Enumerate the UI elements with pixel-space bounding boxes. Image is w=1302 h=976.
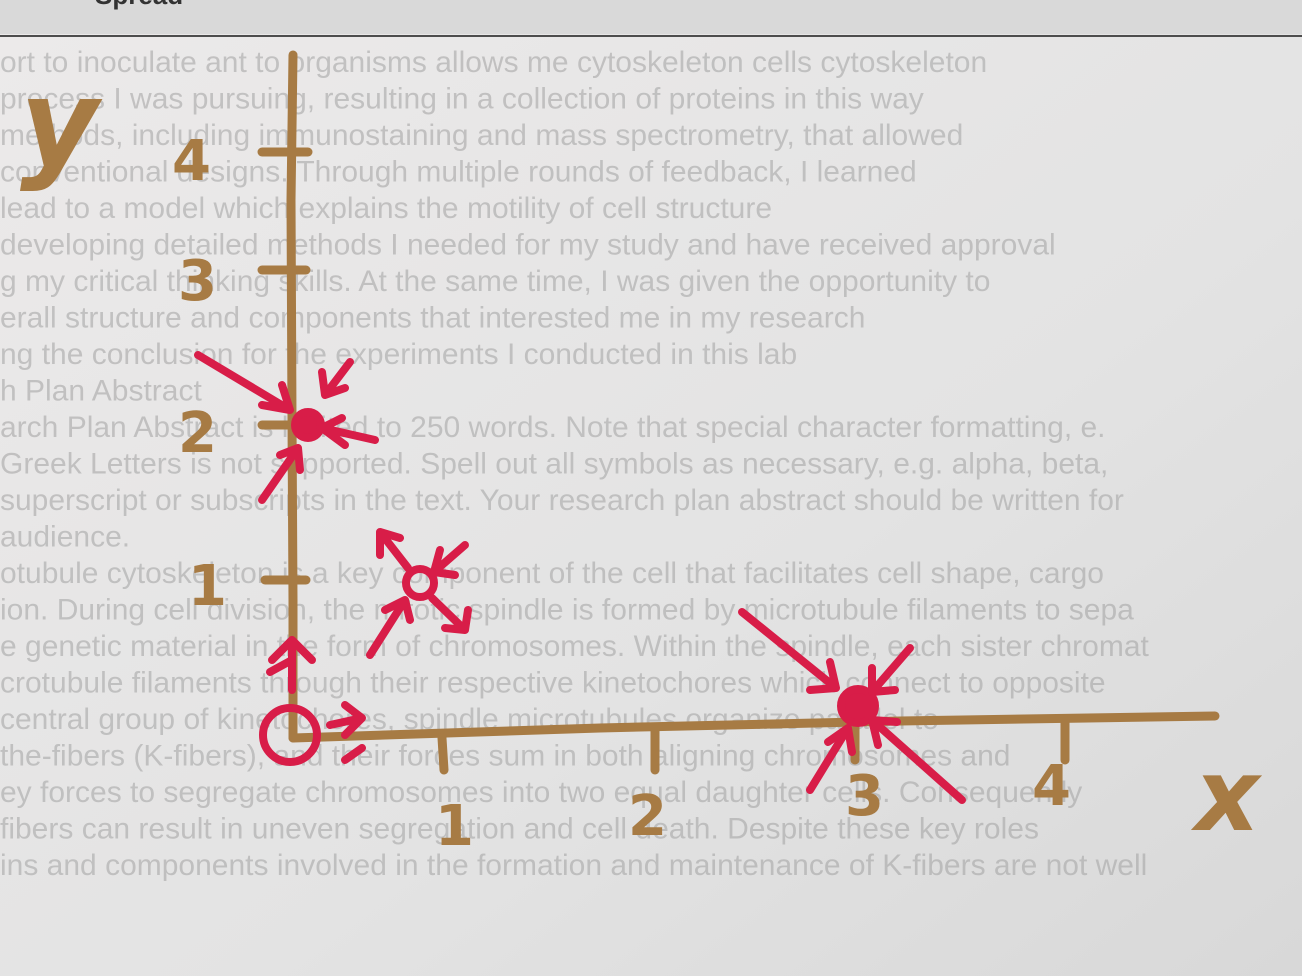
bleed-through-line: ion. During cell division, the mitotic s… <box>0 594 1134 627</box>
x-axis-label: x <box>1190 737 1263 854</box>
y-tick-label-2: 2 <box>178 401 217 466</box>
y-tick-label-3: 3 <box>178 249 217 314</box>
flow-arrows <box>194 351 966 804</box>
interior-point-group <box>366 528 472 659</box>
bleed-through-line: ins and components involved in the forma… <box>0 849 1147 882</box>
bleed-through-line: process I was pursuing, resulting in a c… <box>0 83 924 116</box>
arrow-from-lower-left <box>258 444 304 504</box>
arrow-from-upper-right <box>318 358 354 399</box>
bleed-through-line: ort to inoculate ant to organisms allows… <box>0 46 987 79</box>
x-axis-equilibrium-point <box>837 685 879 727</box>
x-point-arrow-from-lower-right <box>868 716 966 804</box>
x-axis-point-group <box>738 608 966 804</box>
x-point-arrow-from-upper-left <box>738 608 840 694</box>
interior-arrow-out-upper-left <box>376 528 412 572</box>
bleed-through-line: crotubule filaments through their respec… <box>0 667 1106 700</box>
bleed-through-line: otubule cytoskeleton is a key component … <box>0 557 1104 590</box>
bleed-through-line: lead to a model which explains the motil… <box>0 192 772 225</box>
x-axis-line <box>288 711 1220 743</box>
bleed-through-line: h Plan Abstract <box>0 375 202 408</box>
bleed-through-line: ey forces to segregate chromosomes into … <box>0 776 1082 809</box>
y-axis-point-group <box>194 351 379 504</box>
arrow-from-upper-left <box>194 351 294 414</box>
origin-right-arrow <box>326 701 366 739</box>
bleed-through-line: ng the conclusion for the experiments I … <box>0 338 797 371</box>
arrow-from-right <box>318 414 379 449</box>
header-fragment: Spread <box>95 0 183 10</box>
bleed-through-line: fibers can result in uneven segregation … <box>0 813 1039 846</box>
interior-equilibrium-point <box>402 565 438 601</box>
interior-arrow-in-lower-left <box>366 596 414 659</box>
interior-arrow-out-lower-right <box>428 594 472 634</box>
x-tick-label-3: 3 <box>845 764 884 829</box>
x-point-arrow-from-lower-left <box>806 724 856 794</box>
x-tick-label-1: 1 <box>435 794 474 859</box>
origin-up-arrow <box>268 636 316 694</box>
origin-point <box>259 704 321 766</box>
bleed-through-text: ort to inoculate ant to organisms allows… <box>0 46 1149 882</box>
bleed-through-line: g my critical thinking skills. At the sa… <box>0 265 990 298</box>
x-point-arrow-from-upper-right <box>868 644 914 696</box>
bleed-through-line: Greek Letters is not supported. Spell ou… <box>0 448 1108 481</box>
bleed-through-line: conventional designs. Through multiple r… <box>0 156 917 189</box>
y-axis-label: y <box>20 55 103 194</box>
origin-up-arrow-tail <box>266 656 296 676</box>
x-tick-label-2: 2 <box>628 784 667 849</box>
y-tick-label-1: 1 <box>188 554 227 619</box>
interior-arrow-in-upper-right <box>430 541 469 579</box>
y-axis-line <box>286 50 298 743</box>
header-strip <box>0 0 1302 34</box>
x-tick-label-4: 4 <box>1032 754 1071 819</box>
origin-right-arrow-tail <box>341 744 366 764</box>
bleed-through-line: developing detailed methods I needed for… <box>0 229 1056 262</box>
bleed-through-line: methods, including immunostaining and ma… <box>0 119 963 152</box>
bleed-through-line: superscript or subscripts in the text. Y… <box>0 484 1124 517</box>
x-tick-1 <box>437 733 449 775</box>
bleed-through-line: erall structure and components that inte… <box>0 302 865 335</box>
bleed-through-line: audience. <box>0 521 130 554</box>
y-tick-label-4: 4 <box>172 129 211 194</box>
origin-point-group <box>259 636 366 766</box>
bleed-through-line: arch Plan Abstract is limited to 250 wor… <box>0 411 1106 444</box>
y-axis-equilibrium-point <box>291 408 325 442</box>
bleed-through-line: e genetic material in the form of chromo… <box>0 630 1149 663</box>
